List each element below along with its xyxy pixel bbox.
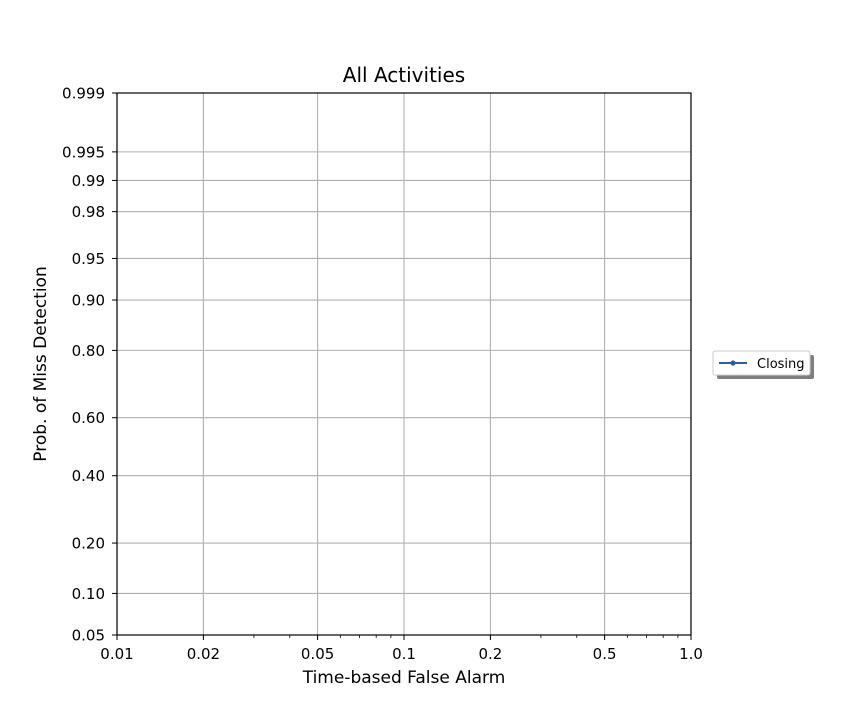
y-tick-label: 0.90 [72,292,105,310]
y-axis-label: Prob. of Miss Detection [31,266,51,461]
y-tick-label: 0.98 [72,203,105,221]
x-tick-label: 0.01 [100,645,133,663]
chart-title: All Activities [343,63,465,87]
legend: Closing [712,350,814,379]
y-tick-label: 0.95 [72,250,105,268]
y-tick-labels: 0.05 0.10 0.20 0.40 0.60 0.80 0.90 0.95 0.98 0.99… [62,85,105,645]
legend-box [712,350,811,376]
x-tick-labels: 0.01 0.02 0.05 0.1 0.2 0.5 1.0 [100,645,703,663]
y-tick-label: 0.999 [62,85,105,103]
plot-area-frame [116,92,692,636]
y-tick-label: 0.40 [72,467,105,485]
x-axis-label: Time-based False Alarm [302,668,506,688]
y-tick-label: 0.60 [72,409,105,427]
y-tick-label: 0.05 [72,627,105,645]
y-tick-label: 0.80 [72,342,105,360]
legend-marker-closing [730,360,736,366]
x-tick-label: 0.02 [187,645,220,663]
x-tick-label: 0.1 [392,645,416,663]
y-tick-label: 0.99 [72,172,105,190]
x-tick-label: 0.2 [478,645,502,663]
x-tick-label: 0.5 [593,645,617,663]
x-tick-label: 1.0 [679,645,703,663]
y-tick-label: 0.995 [62,143,105,161]
y-tick-label: 0.20 [72,535,105,553]
axis-ticks [112,92,692,640]
grid-lines [116,92,692,636]
x-tick-label: 0.05 [301,645,334,663]
legend-label-closing: Closing [757,357,805,372]
y-tick-label: 0.10 [72,585,105,603]
